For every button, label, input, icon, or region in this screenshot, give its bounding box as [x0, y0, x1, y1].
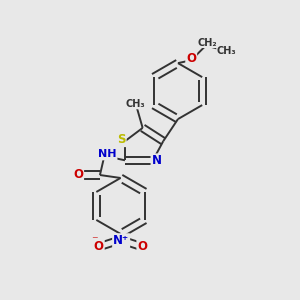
Text: NH: NH [98, 149, 117, 159]
Text: O: O [94, 240, 104, 253]
Text: CH₃: CH₃ [125, 99, 145, 109]
Text: N: N [152, 154, 161, 167]
Text: CH₃: CH₃ [217, 46, 236, 56]
Text: O: O [137, 240, 147, 253]
Text: S: S [117, 133, 126, 146]
Text: CH₂: CH₂ [198, 38, 217, 47]
Text: ⁻: ⁻ [91, 234, 98, 247]
Text: O: O [73, 168, 83, 181]
Text: N⁺: N⁺ [113, 234, 129, 247]
Text: O: O [186, 52, 196, 65]
